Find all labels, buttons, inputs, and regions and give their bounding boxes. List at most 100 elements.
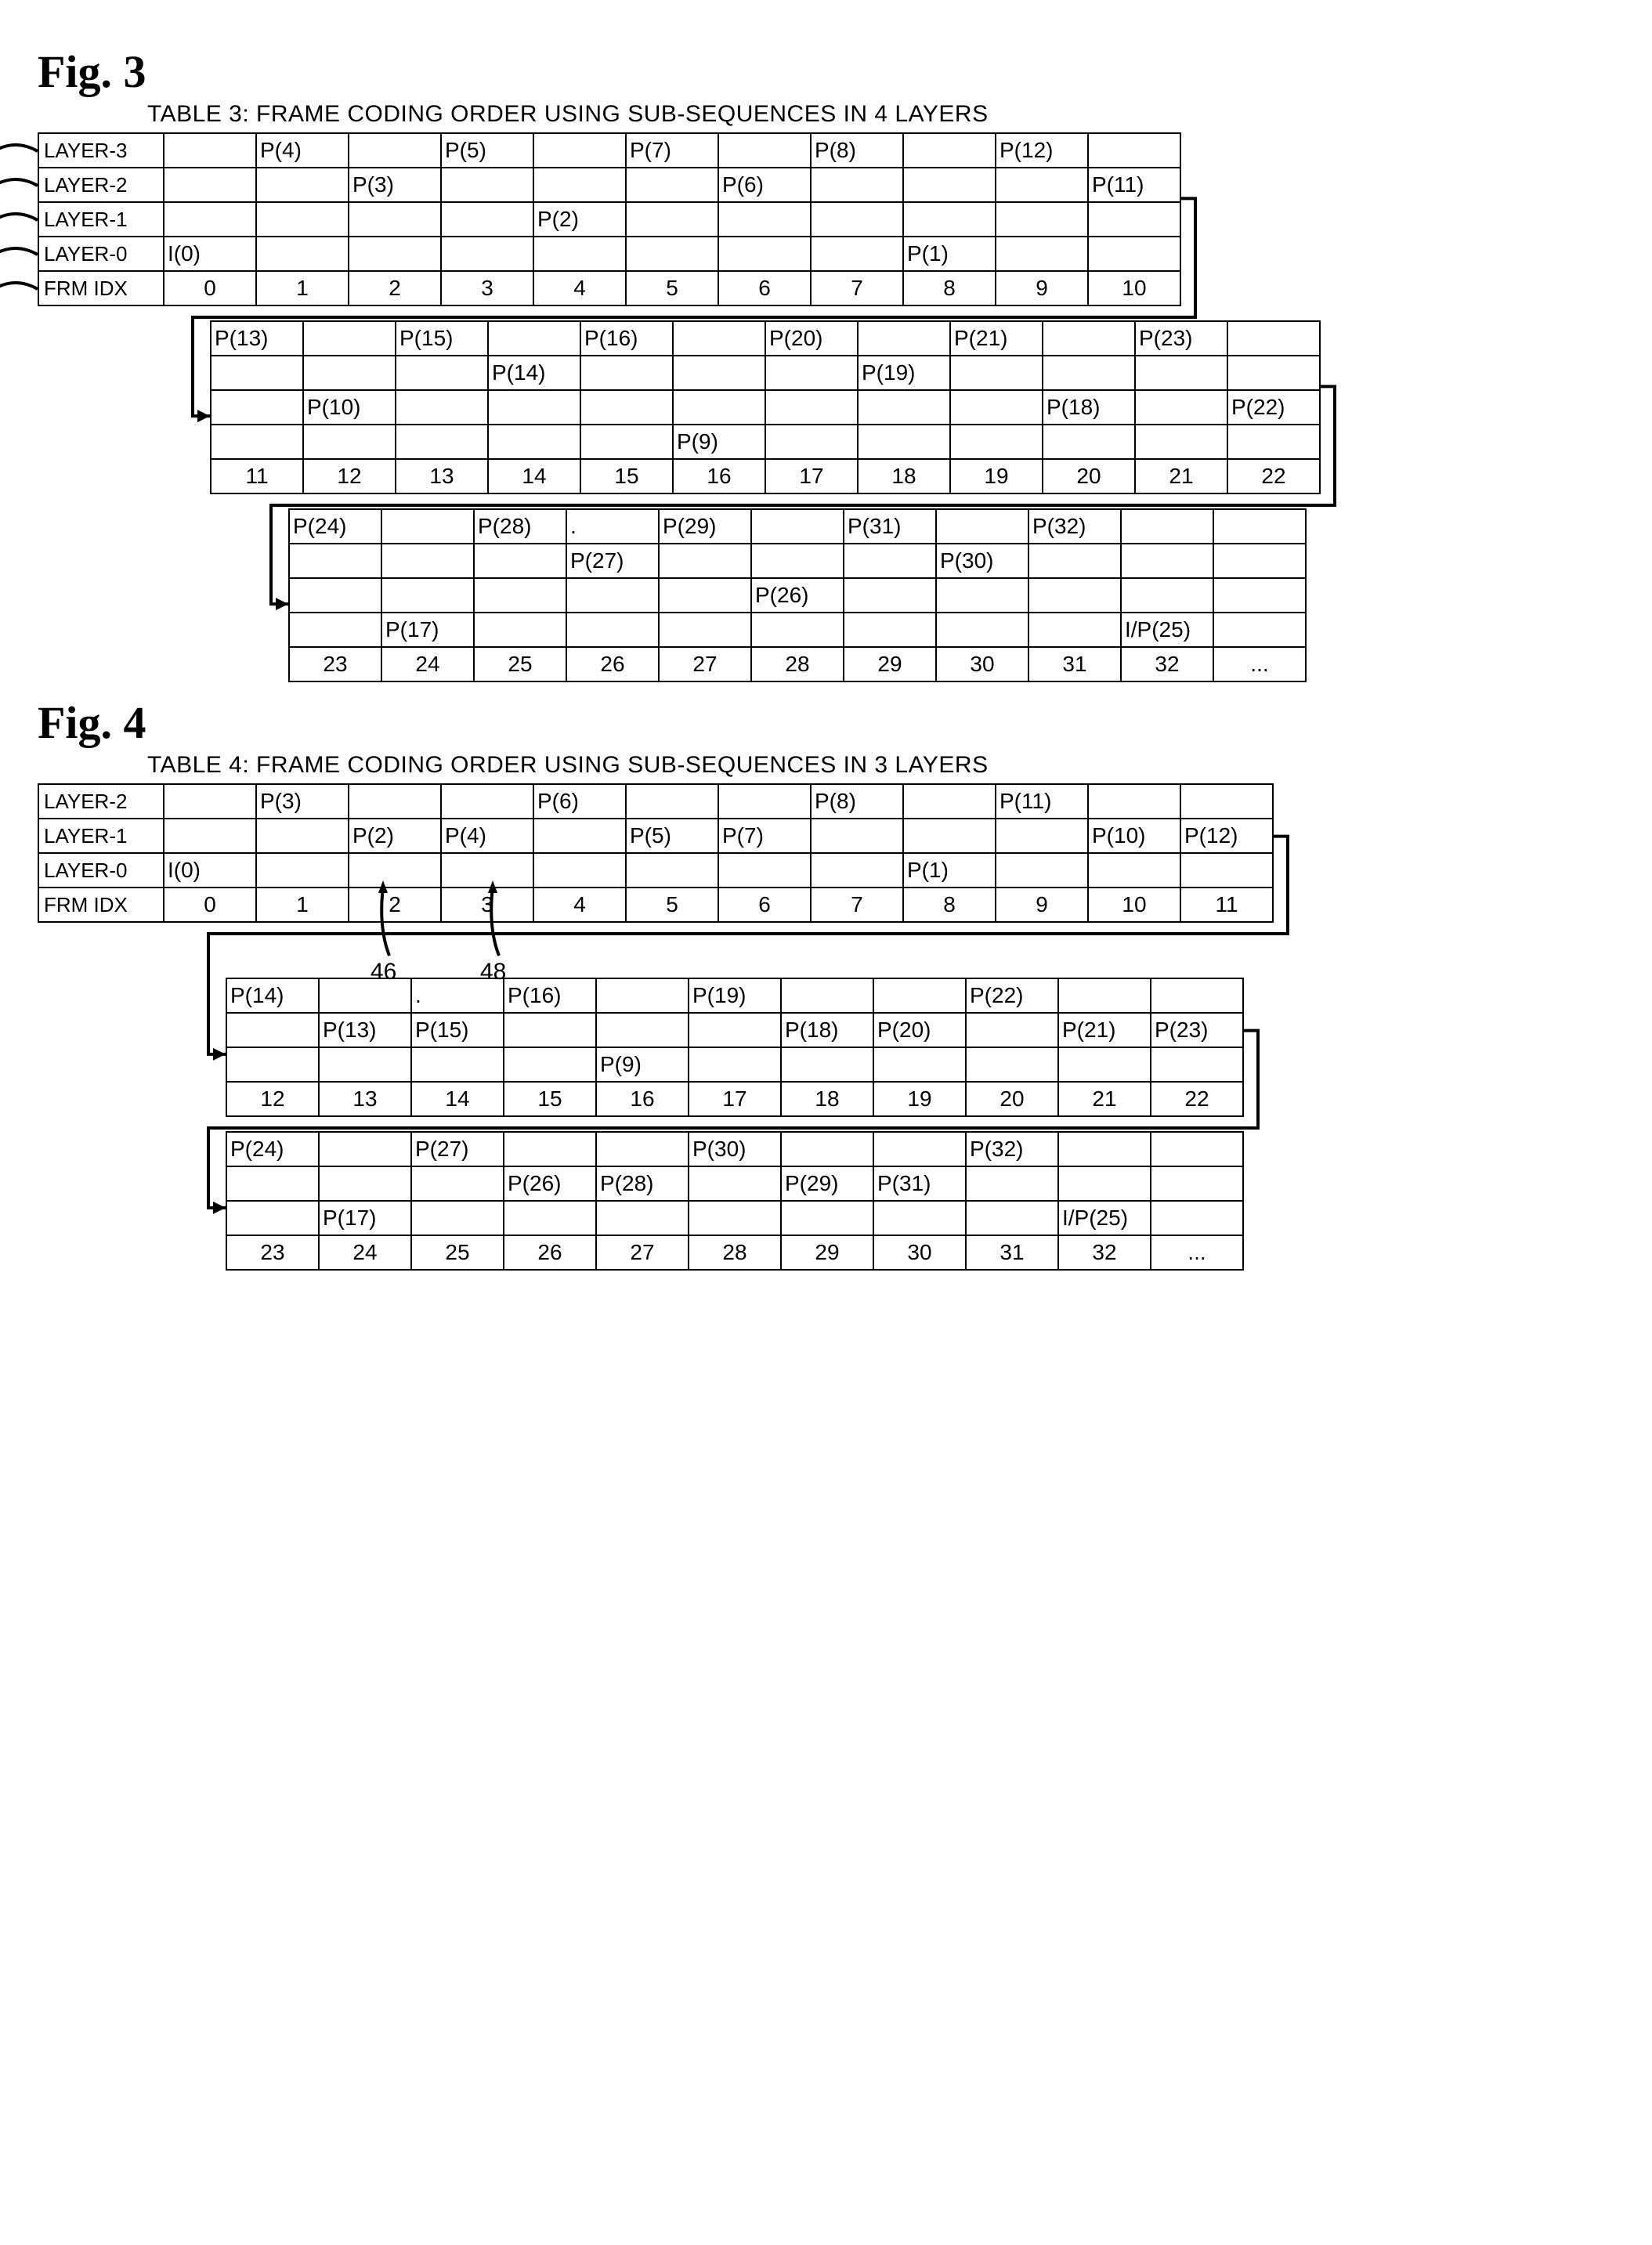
table-cell: P(24) <box>226 1132 319 1166</box>
table-cell <box>441 202 533 237</box>
table-cell <box>349 202 441 237</box>
table-block: LAYER-3P(4)P(5)P(7)P(8)P(12)LAYER-2P(3)P… <box>38 132 1614 306</box>
row-header: LAYER-2 <box>38 784 164 819</box>
table-cell <box>1028 578 1121 613</box>
table-row: P(17)I/P(25) <box>226 1201 1243 1235</box>
table-cell: 25 <box>411 1235 504 1270</box>
table-cell: 14 <box>411 1082 504 1116</box>
table-cell <box>873 978 966 1013</box>
table-cell: P(10) <box>303 390 396 425</box>
table-cell: P(22) <box>966 978 1058 1013</box>
layer-table: P(13)P(15)P(16)P(20)P(21)P(23)P(14)P(19)… <box>210 320 1321 494</box>
row-header: FRM IDX <box>38 888 164 922</box>
table-row: P(24)P(28).P(29)P(31)P(32) <box>289 509 1306 544</box>
table-row: P(14).P(16)P(19)P(22) <box>226 978 1243 1013</box>
table-cell <box>936 578 1028 613</box>
table-cell: P(29) <box>781 1166 873 1201</box>
table-cell: I/P(25) <box>1058 1201 1151 1235</box>
table-cell <box>319 1166 411 1201</box>
table-cell <box>1135 425 1227 459</box>
table-cell <box>303 321 396 356</box>
table-cell <box>1088 133 1180 168</box>
table-cell <box>765 390 858 425</box>
table-cell <box>289 613 381 647</box>
table-cell: 16 <box>596 1082 689 1116</box>
table-cell: 5 <box>626 271 718 305</box>
table-cell <box>441 784 533 819</box>
table-cell <box>411 1166 504 1201</box>
table-cell: 4 <box>533 271 626 305</box>
table-cell <box>596 1013 689 1047</box>
table-cell: P(27) <box>411 1132 504 1166</box>
table-cell <box>441 237 533 271</box>
table-cell <box>1135 390 1227 425</box>
table-cell <box>718 133 811 168</box>
table-cell: 22 <box>1151 1082 1243 1116</box>
table-cell: 28 <box>751 647 844 681</box>
table-cell: 6 <box>718 888 811 922</box>
table-cell <box>903 133 996 168</box>
table-cell <box>474 578 566 613</box>
table-cell <box>1213 613 1306 647</box>
table-cell <box>1088 853 1180 888</box>
table-cell: 7 <box>811 888 903 922</box>
table-cell <box>966 1166 1058 1201</box>
table-cell: P(32) <box>966 1132 1058 1166</box>
table-cell: 24 <box>381 647 474 681</box>
table-block: P(24)P(28).P(29)P(31)P(32)P(27)P(30)P(26… <box>288 508 1614 682</box>
table-cell <box>1088 784 1180 819</box>
table-cell <box>1180 853 1273 888</box>
table-cell <box>349 853 441 888</box>
table-cell <box>303 356 396 390</box>
table-cell: P(17) <box>381 613 474 647</box>
table-cell <box>781 1132 873 1166</box>
table-cell: 19 <box>950 459 1043 493</box>
table-cell: 9 <box>996 888 1088 922</box>
table-cell: 15 <box>504 1082 596 1116</box>
table-cell <box>996 819 1088 853</box>
table-cell: P(5) <box>441 133 533 168</box>
table-cell: P(23) <box>1151 1013 1243 1047</box>
table-cell: P(30) <box>936 544 1028 578</box>
table-cell <box>1151 1132 1243 1166</box>
table-cell <box>844 578 936 613</box>
table-cell <box>533 168 626 202</box>
table-row: P(24)P(27)P(30)P(32) <box>226 1132 1243 1166</box>
table-cell <box>844 544 936 578</box>
table-cell <box>689 1047 781 1082</box>
table-cell <box>811 202 903 237</box>
table-cell: 20 <box>966 1082 1058 1116</box>
table-cell <box>873 1132 966 1166</box>
table-cell <box>811 168 903 202</box>
table-cell: 17 <box>689 1082 781 1116</box>
table-cell <box>396 425 488 459</box>
table-cell: P(15) <box>396 321 488 356</box>
table-cell: 27 <box>659 647 751 681</box>
table-cell <box>1121 578 1213 613</box>
table-cell: 13 <box>396 459 488 493</box>
table-cell <box>873 1047 966 1082</box>
table-cell: 11 <box>1180 888 1273 922</box>
table-cell <box>811 853 903 888</box>
table-cell <box>256 819 349 853</box>
table-cell <box>936 613 1028 647</box>
table-cell <box>319 1047 411 1082</box>
table-cell: . <box>566 509 659 544</box>
table-cell: P(19) <box>858 356 950 390</box>
table-cell: 26 <box>504 1235 596 1270</box>
table-cell: 18 <box>858 459 950 493</box>
table-cell <box>966 1013 1058 1047</box>
table-row: LAYER-1P(2)P(4)P(5)P(7)P(10)P(12) <box>38 819 1273 853</box>
table-cell: P(21) <box>950 321 1043 356</box>
table-cell <box>903 202 996 237</box>
table-cell <box>844 613 936 647</box>
table-cell <box>673 321 765 356</box>
table-cell <box>504 1047 596 1082</box>
table-cell <box>474 613 566 647</box>
table-cell <box>211 390 303 425</box>
table-cell <box>566 578 659 613</box>
table-cell: P(20) <box>873 1013 966 1047</box>
table-cell <box>596 978 689 1013</box>
table-cell: 24 <box>319 1235 411 1270</box>
table-cell <box>689 1013 781 1047</box>
